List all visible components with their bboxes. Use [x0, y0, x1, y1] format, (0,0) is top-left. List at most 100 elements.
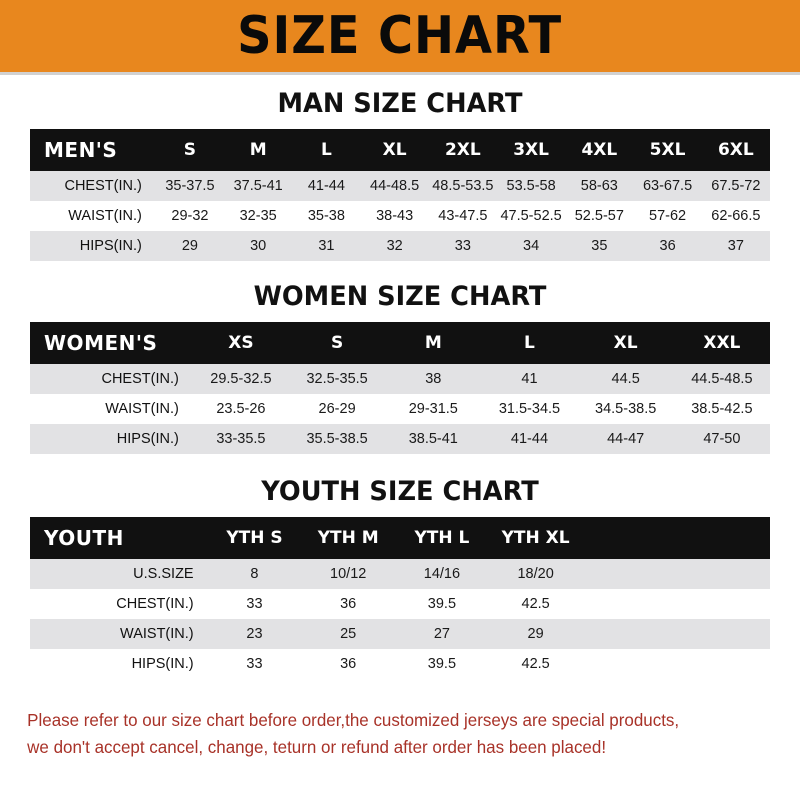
row-label: HIPS(IN.) — [30, 231, 156, 261]
row-label: CHEST(IN.) — [30, 364, 193, 394]
measurement-cell: 36 — [301, 589, 396, 619]
measurement-cell — [676, 619, 770, 649]
measurement-cell: 36 — [633, 231, 702, 261]
table-row: HIPS(IN.) 33 36 39.5 42.5 — [30, 649, 770, 679]
size-table-youth: YOUTH YTH S YTH M YTH L YTH XL U.S.SIZE 8 10/12… — [30, 517, 770, 679]
measurement-cell: 14/16 — [395, 559, 489, 589]
measurement-cell: 39.5 — [395, 589, 489, 619]
column-header-yth-l: YTH L — [414, 528, 470, 548]
row-label: WAIST(IN.) — [30, 619, 208, 649]
column-header-m: M — [249, 140, 267, 160]
measurement-cell: 44.5-48.5 — [673, 364, 770, 394]
size-chart-section-women: WOMEN SIZE CHART WOMEN'S XS S M L XL XXL CHEST(I… — [0, 281, 800, 454]
row-header-label: MEN'S — [44, 138, 118, 162]
row-label: HIPS(IN.) — [30, 424, 193, 454]
measurement-cell: 35-37.5 — [155, 171, 225, 201]
row-header-label: YOUTH — [44, 526, 124, 550]
measurement-cell: 43-47.5 — [428, 201, 497, 231]
measurement-cell: 10/12 — [301, 559, 396, 589]
table-row: HIPS(IN.) 33-35.5 35.5-38.5 38.5-41 41-44 44-… — [30, 424, 770, 454]
measurement-cell: 39.5 — [395, 649, 489, 679]
measurement-cell — [676, 559, 770, 589]
table-row: CHEST(IN.) 29.5-32.5 32.5-35.5 38 41 44.5 44.5… — [30, 364, 770, 394]
section-title-man: MAN SIZE CHART — [277, 88, 523, 119]
measurement-cell: 29 — [488, 619, 583, 649]
table-row: WAIST(IN.) 29-32 32-35 35-38 38-43 43-47.5 47.… — [30, 201, 770, 231]
measurement-cell: 41-44 — [481, 424, 578, 454]
column-header-4xl: 4XL — [581, 140, 618, 160]
size-chart-sections: MAN SIZE CHART MEN'S S M L XL 2XL 3XL 4XL 5XL 6XL C… — [0, 88, 800, 679]
measurement-cell: 57-62 — [633, 201, 702, 231]
measurement-cell: 38 — [385, 364, 482, 394]
footer-note-line-2: we don't accept cancel, change, teturn o… — [27, 737, 607, 758]
section-title-youth: YOUTH SIZE CHART — [261, 476, 539, 507]
measurement-cell: 47-50 — [673, 424, 770, 454]
measurement-cell: 38.5-42.5 — [673, 394, 770, 424]
measurement-cell: 53.5-58 — [496, 171, 566, 201]
measurement-cell: 35 — [565, 231, 634, 261]
measurement-cell: 37.5-41 — [224, 171, 293, 201]
measurement-cell: 31 — [292, 231, 361, 261]
measurement-cell — [582, 619, 677, 649]
column-header-5xl: 5XL — [649, 140, 686, 160]
column-header-m: M — [424, 333, 442, 353]
measurement-cell: 33 — [207, 649, 302, 679]
measurement-cell: 44-48.5 — [360, 171, 429, 201]
size-table-women: WOMEN'S XS S M L XL XXL CHEST(IN.) 29.5-32.5 32.5… — [30, 322, 770, 454]
measurement-cell — [582, 589, 677, 619]
column-header-6xl: 6XL — [717, 140, 754, 160]
column-header-s: S — [330, 333, 344, 353]
column-header-empty-5 — [676, 517, 770, 559]
column-header-s: S — [183, 140, 197, 160]
row-label: CHEST(IN.) — [30, 589, 208, 619]
measurement-cell — [676, 589, 770, 619]
measurement-cell: 33-35.5 — [192, 424, 289, 454]
column-header-yth-m: YTH M — [317, 528, 379, 548]
table-header-row: YOUTH YTH S YTH M YTH L YTH XL — [30, 517, 770, 559]
column-header-2xl: 2XL — [444, 140, 481, 160]
row-label: WAIST(IN.) — [30, 201, 156, 231]
measurement-cell: 42.5 — [488, 649, 583, 679]
measurement-cell: 35.5-38.5 — [289, 424, 386, 454]
column-header-xxl: XXL — [703, 333, 741, 353]
measurement-cell: 29 — [155, 231, 225, 261]
measurement-cell: 47.5-52.5 — [496, 201, 566, 231]
measurement-cell: 25 — [301, 619, 396, 649]
measurement-cell — [582, 649, 677, 679]
measurement-cell: 42.5 — [488, 589, 583, 619]
row-header-label: WOMEN'S — [44, 331, 158, 355]
measurement-cell: 38.5-41 — [385, 424, 482, 454]
measurement-cell: 34 — [496, 231, 566, 261]
table-header-row: MEN'S S M L XL 2XL 3XL 4XL 5XL 6XL — [30, 129, 770, 171]
measurement-cell: 67.5-72 — [701, 171, 770, 201]
page-banner: SIZE CHART — [0, 0, 800, 75]
measurement-cell: 36 — [301, 649, 396, 679]
size-table-man: MEN'S S M L XL 2XL 3XL 4XL 5XL 6XL CHEST(IN.) 35-37… — [30, 129, 770, 261]
measurement-cell: 35-38 — [292, 201, 361, 231]
column-header-yth-s: YTH S — [226, 528, 283, 548]
section-title-women: WOMEN SIZE CHART — [253, 281, 547, 312]
column-header-l: L — [524, 333, 535, 353]
measurement-cell: 63-67.5 — [633, 171, 702, 201]
measurement-cell: 38-43 — [360, 201, 429, 231]
measurement-cell: 48.5-53.5 — [428, 171, 497, 201]
measurement-cell: 27 — [395, 619, 489, 649]
banner-shadow — [0, 72, 800, 75]
table-row: WAIST(IN.) 23 25 27 29 — [30, 619, 770, 649]
size-chart-section-youth: YOUTH SIZE CHART YOUTH YTH S YTH M YTH L YTH … — [0, 476, 800, 679]
column-header-xs: XS — [228, 333, 254, 353]
measurement-cell: 31.5-34.5 — [481, 394, 578, 424]
measurement-cell: 30 — [224, 231, 293, 261]
row-label: HIPS(IN.) — [30, 649, 208, 679]
measurement-cell: 29-32 — [155, 201, 225, 231]
measurement-cell: 33 — [207, 589, 302, 619]
measurement-cell: 34.5-38.5 — [577, 394, 674, 424]
row-label: WAIST(IN.) — [30, 394, 193, 424]
measurement-cell: 32-35 — [224, 201, 293, 231]
table-row: CHEST(IN.) 33 36 39.5 42.5 — [30, 589, 770, 619]
measurement-cell: 26-29 — [289, 394, 386, 424]
row-label: U.S.SIZE — [30, 559, 208, 589]
measurement-cell — [676, 649, 770, 679]
page-title: SIZE CHART — [237, 6, 563, 66]
measurement-cell: 52.5-57 — [565, 201, 634, 231]
